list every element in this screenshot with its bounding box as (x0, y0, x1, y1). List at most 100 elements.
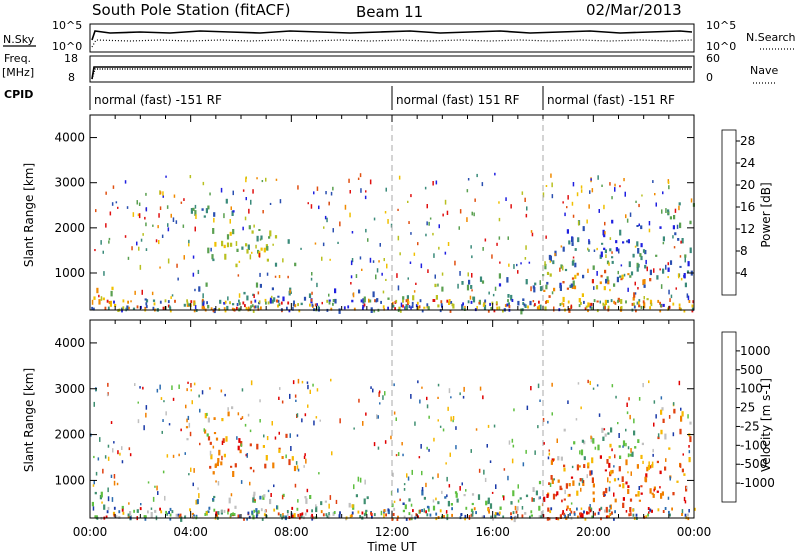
heatmap-cell (193, 468, 195, 473)
heatmap-cell (375, 274, 377, 280)
heatmap-cell (571, 277, 575, 280)
heatmap-cell (255, 244, 257, 249)
heatmap-cell (249, 443, 252, 447)
heatmap-cell (274, 436, 277, 440)
heatmap-cell (605, 254, 607, 258)
heatmap-cell (205, 208, 208, 214)
heatmap-cell (144, 298, 147, 301)
heatmap-cell (212, 471, 215, 475)
heatmap-cell (587, 462, 590, 467)
heatmap-cell (556, 438, 558, 443)
heatmap-cell (328, 514, 331, 517)
heatmap-cell (165, 510, 167, 514)
heatmap-cell (95, 471, 98, 476)
heatmap-cell (508, 305, 511, 308)
heatmap-cell (438, 224, 440, 229)
heatmap-cell (220, 389, 223, 393)
heatmap-cell (408, 512, 411, 516)
heatmap-cell (633, 292, 636, 298)
heatmap-cell (521, 506, 524, 510)
heatmap-cell (570, 446, 573, 450)
heatmap-cell (136, 305, 139, 309)
heatmap-cell (169, 517, 172, 521)
heatmap-cell (576, 192, 579, 197)
heatmap-cell (622, 241, 625, 244)
heatmap-cell (277, 304, 279, 308)
heatmap-cell (198, 394, 200, 398)
heatmap-cell (372, 260, 375, 263)
heatmap-cell (647, 513, 649, 517)
heatmap-cell (516, 263, 518, 267)
heatmap-cell (487, 309, 490, 313)
heatmap-cell (471, 211, 473, 216)
heatmap-cell (257, 307, 260, 311)
heatmap-cell (580, 301, 582, 305)
heatmap-cell (614, 498, 617, 503)
heatmap-cell (405, 306, 407, 310)
heatmap-cell (459, 486, 461, 491)
heatmap-cell (455, 426, 457, 430)
heatmap-cell (227, 296, 229, 301)
heatmap-cell (469, 295, 472, 300)
heatmap-cell (140, 238, 143, 242)
heatmap-cell (253, 509, 256, 513)
heatmap-cell (178, 384, 180, 389)
heatmap-cell (410, 194, 412, 198)
heatmap-cell (246, 249, 249, 254)
heatmap-cell (137, 213, 140, 217)
heatmap-cell (494, 512, 497, 515)
heatmap-cell (173, 194, 176, 198)
heatmap-cell (426, 446, 428, 450)
heatmap-cell (603, 304, 606, 307)
heatmap-cell (379, 402, 381, 405)
heatmap-cell (397, 515, 399, 519)
heatmap-cell (534, 282, 537, 286)
heatmap-cell (266, 436, 269, 441)
heatmap-cell (551, 478, 554, 484)
heatmap-cell (378, 392, 380, 397)
heatmap-cell (511, 299, 514, 302)
nsky-tick-low: 10^0 (52, 40, 82, 53)
heatmap-cell (613, 300, 615, 304)
heatmap-cell (426, 513, 429, 517)
heatmap-cell (339, 418, 341, 424)
heatmap-cell (322, 513, 325, 517)
heatmap-cell (648, 221, 651, 226)
heatmap-cell (379, 243, 381, 247)
heatmap-cell (309, 303, 311, 307)
heatmap-cell (399, 309, 402, 313)
heatmap-cell (110, 474, 113, 478)
heatmap-cell (328, 293, 330, 297)
heatmap-cell (653, 400, 656, 404)
heatmap-cell (459, 271, 461, 276)
heatmap-cell (549, 510, 552, 514)
heatmap-cell (351, 299, 354, 303)
heatmap-cell (230, 465, 233, 468)
heatmap-cell (617, 299, 619, 303)
heatmap-cell (258, 253, 261, 258)
y-tick-label: 3000 (54, 382, 85, 396)
heatmap-cell (385, 187, 387, 192)
heatmap-cell (659, 309, 662, 313)
heatmap-cell (556, 491, 559, 496)
heatmap-cell (362, 421, 364, 426)
heatmap-cell (592, 483, 595, 488)
heatmap-cell (414, 421, 416, 426)
heatmap-cell (257, 291, 260, 295)
heatmap-cell (450, 396, 452, 399)
heatmap-cell (557, 517, 560, 521)
heatmap-cell (492, 293, 495, 297)
heatmap-cell (393, 411, 396, 415)
heatmap-cell (504, 304, 507, 308)
heatmap-cell (564, 514, 566, 518)
heatmap-cell (530, 386, 532, 391)
heatmap-cell (321, 301, 323, 305)
heatmap-cell (488, 510, 490, 514)
heatmap-cell (551, 382, 553, 387)
heatmap-cell (329, 495, 332, 500)
heatmap-cell (665, 458, 667, 462)
heatmap-cell (224, 253, 227, 260)
heatmap-cell (276, 505, 278, 509)
heatmap-cell (440, 303, 443, 307)
